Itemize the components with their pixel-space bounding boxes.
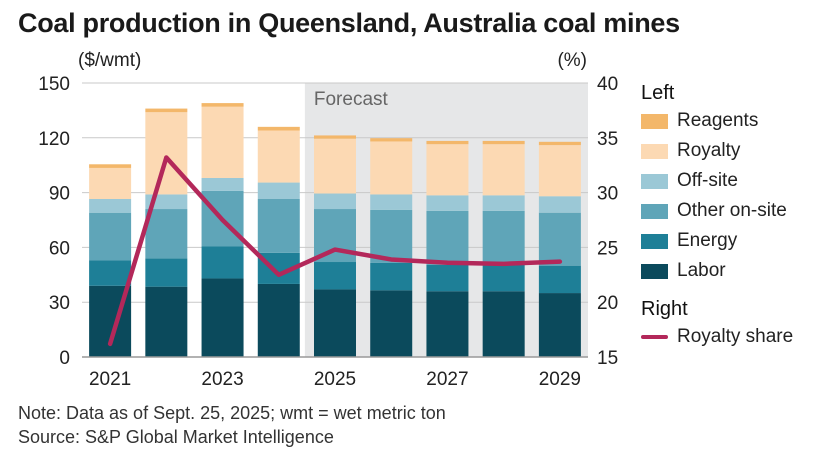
bar-segment-labor (370, 290, 413, 357)
bar-segment-off-site (314, 193, 356, 210)
chart-title: Coal production in Queensland, Australia… (18, 8, 680, 38)
bar-segment-royalty (145, 112, 188, 195)
bar-segment-other-on-site (538, 212, 581, 266)
legend-swatch-royalty (641, 143, 668, 159)
bar-segment-labor (314, 289, 356, 357)
royalty-share-line (107, 155, 563, 347)
bar-segment-royalty (426, 144, 469, 196)
source-text: Source: S&P Global Market Intelligence (18, 427, 334, 447)
bar-segment-labor (257, 283, 300, 357)
bar-segment-reagents (482, 140, 525, 145)
left-axis-tick-label: 150 (38, 74, 70, 95)
bar-segment-other-on-site (145, 209, 188, 259)
bar-segment-energy (482, 264, 525, 292)
legend-item-reagents: Reagents (641, 106, 831, 136)
forecast-label: Forecast (314, 89, 389, 110)
bar-segment-off-site (426, 195, 469, 211)
x-axis-tick-label: 2027 (426, 369, 468, 390)
legend-swatch-royalty-share (641, 335, 668, 339)
bar-segment-energy (145, 258, 188, 287)
bar-segment-royalty (257, 130, 300, 183)
x-axis-tick-label: 2021 (89, 369, 131, 390)
bar-segment-reagents (538, 141, 581, 146)
left-axis-tick-label: 120 (38, 129, 70, 150)
left-axis-tick-label: 0 (59, 348, 70, 369)
legend-label: Off-site (677, 170, 738, 191)
legend-swatch-labor (641, 263, 668, 279)
left-axis-tick-label: 60 (49, 238, 70, 259)
bar-segment-labor (145, 286, 188, 357)
bar-segment-labor (426, 291, 469, 357)
bar-segment-energy (426, 264, 469, 292)
bar-segment-energy (89, 260, 132, 286)
bar-segment-energy (538, 265, 581, 294)
bar-segment-energy (370, 262, 413, 291)
bar-segment-off-site (257, 182, 300, 199)
bar-segment-reagents (426, 140, 469, 145)
right-axis-tick-label: 20 (597, 293, 618, 314)
legend-swatch-off-site (641, 173, 668, 189)
left-axis-tick-label: 90 (49, 184, 70, 205)
bar-segment-labor (201, 278, 244, 357)
legend-label: Reagents (677, 110, 759, 131)
legend-swatch-other-on-site (641, 203, 668, 219)
legend-swatch-reagents (641, 113, 668, 129)
bar-segment-royalty (89, 167, 132, 199)
bar-segment-off-site (201, 177, 244, 191)
bar-segment-royalty (370, 141, 413, 195)
left-axis-unit: ($/wmt) (78, 50, 141, 71)
legend-label: Royalty (677, 140, 741, 161)
bar-segment-other-on-site (370, 209, 413, 263)
bar-segment-off-site (370, 194, 413, 210)
bar-segment-other-on-site (257, 198, 300, 253)
note-text: Note: Data as of Sept. 25, 2025; wmt = w… (18, 403, 446, 423)
bar-segment-royalty (538, 145, 581, 197)
bar-segment-labor (538, 293, 581, 357)
bar-segment-other-on-site (482, 210, 525, 265)
bar-segment-reagents (89, 164, 132, 168)
x-axis-tick-label: 2025 (314, 369, 356, 390)
bar-segment-royalty (314, 138, 356, 194)
bar-segment-royalty (201, 106, 244, 178)
legend-label: Energy (677, 230, 738, 251)
right-axis-tick-label: 15 (597, 348, 618, 369)
x-axis-tick-label: 2023 (201, 369, 243, 390)
legend-item-energy: Energy (641, 226, 831, 256)
bar-segment-other-on-site (426, 210, 469, 265)
bar-segment-off-site (482, 195, 525, 211)
legend-label: Other on-site (677, 200, 787, 221)
legend-item-labor: Labor (641, 256, 831, 286)
legend: Left Reagents Royalty Off-site Other on-sit… (641, 80, 831, 352)
bar-segment-reagents (257, 126, 300, 131)
left-axis-tick-label: 30 (49, 293, 70, 314)
bar-segment-reagents (145, 108, 188, 113)
bar-segment-royalty (482, 144, 525, 196)
legend-swatch-energy (641, 233, 668, 249)
bar-segment-reagents (201, 103, 244, 107)
bar-segment-energy (201, 246, 244, 279)
legend-item-royalty-share: Royalty share (641, 322, 831, 352)
bar-segment-other-on-site (89, 212, 132, 261)
bar-segment-reagents (314, 135, 356, 139)
bar-segment-reagents (370, 138, 413, 142)
bar-segment-off-site (89, 198, 132, 213)
bar-segment-labor (482, 291, 525, 357)
footnotes: Note: Data as of Sept. 25, 2025; wmt = w… (18, 401, 446, 449)
legend-item-other-on-site: Other on-site (641, 196, 831, 226)
legend-label: Royalty share (677, 326, 794, 347)
right-axis-tick-label: 25 (597, 238, 618, 259)
x-axis-tick-label: 2029 (539, 369, 581, 390)
right-axis-tick-label: 40 (597, 74, 618, 95)
bar-segment-energy (314, 262, 356, 290)
bar-segment-off-site (538, 196, 581, 213)
legend-heading-right: Right (641, 298, 688, 320)
right-axis-tick-label: 30 (597, 184, 618, 205)
legend-label: Labor (677, 260, 726, 281)
right-axis-tick-label: 35 (597, 129, 618, 150)
legend-heading-left: Left (641, 82, 675, 104)
legend-item-royalty: Royalty (641, 136, 831, 166)
legend-item-off-site: Off-site (641, 166, 831, 196)
right-axis-unit: (%) (557, 50, 587, 71)
